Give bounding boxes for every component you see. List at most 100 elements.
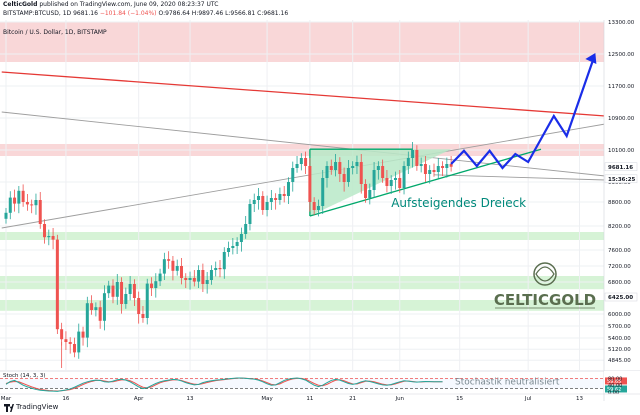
price-tick-label: 10100.00: [608, 148, 635, 154]
candle-body: [304, 158, 308, 166]
time-tick-label: 16: [62, 396, 69, 401]
candle-body: [244, 224, 248, 234]
stoch-tick-label: 0.00: [608, 390, 619, 396]
time-axis: Mar 16 Apr 13 May 11 21 Jun 15 Jul 13: [0, 393, 640, 401]
footer: TradingView: [0, 401, 640, 415]
candle-body: [64, 339, 68, 342]
candle-body: [342, 174, 346, 182]
candle-body: [291, 168, 295, 182]
candle-body: [227, 248, 231, 252]
candle-body: [34, 200, 38, 206]
candle-body: [235, 242, 239, 246]
candle-body: [162, 259, 166, 274]
price-tick-label: 8200.00: [608, 224, 631, 230]
candle-body: [111, 285, 115, 297]
price-tag-box: [604, 162, 638, 172]
candle-body: [98, 307, 102, 321]
price-tick-label: 7200.00: [608, 264, 631, 270]
candle-body: [393, 178, 397, 180]
candle-body: [90, 303, 94, 310]
candle-body: [282, 194, 286, 196]
price-tag-label: 9681.16: [608, 165, 633, 171]
logo-knot-ring: [533, 262, 557, 286]
candle-body: [449, 164, 453, 167]
candle-body: [351, 166, 355, 168]
stoch-k-tag: [605, 377, 627, 385]
candle-body: [184, 278, 188, 280]
ohlc-values: O:9786.64 H:9897.46 L:9566.81 C:9681.16: [158, 10, 289, 17]
candle-body: [17, 190, 21, 204]
candle-body: [209, 270, 213, 280]
candle-body: [381, 166, 385, 178]
projection-arrowhead: [585, 53, 597, 64]
candle-body: [68, 342, 72, 344]
candle-body: [338, 162, 342, 174]
candle-body: [423, 164, 427, 174]
price-tick-label: 13300.00: [608, 20, 635, 26]
candle-body: [77, 331, 81, 353]
candle-body: [436, 166, 440, 172]
logo-wordmark: CELTICGOLD: [494, 291, 596, 309]
candle-body: [201, 270, 205, 284]
tradingview-brand[interactable]: TradingView: [16, 403, 59, 411]
celticgold-logo: CELTICGOLD: [494, 262, 596, 309]
candle-body: [261, 196, 265, 210]
price-tick-label: 7600.00: [608, 248, 631, 254]
price-tag-box: [604, 174, 638, 184]
candle-body: [372, 170, 376, 190]
tradingview-logo-icon: [4, 404, 14, 412]
candle-body: [364, 184, 368, 198]
candle-body: [81, 331, 85, 338]
candle-body: [167, 259, 171, 261]
price-tick-label: 5120.00: [608, 347, 631, 353]
candle-body: [269, 198, 273, 202]
candle-body: [25, 202, 29, 205]
candle-body: [179, 266, 183, 278]
candle-body: [286, 182, 290, 196]
candle-body: [21, 190, 25, 202]
candle-body: [385, 178, 389, 186]
zone-band: [0, 300, 604, 311]
symbol[interactable]: BITSTAMP:BTCUSD, 1D: [3, 10, 72, 17]
publish-line: CelticGold published on TradingView.com,…: [3, 1, 218, 8]
candle-body: [137, 298, 141, 314]
candle-body: [171, 260, 175, 271]
candle-body: [8, 197, 12, 213]
candle-body: [222, 252, 226, 270]
candle-body: [43, 224, 47, 238]
candle-body: [325, 166, 329, 178]
price-tick-label: 4845.00: [608, 358, 631, 364]
candle-body: [197, 270, 201, 282]
last-price: 9681.16: [73, 10, 98, 17]
candle-body: [248, 204, 252, 224]
candle-body: [278, 194, 282, 200]
time-tick-label: Jun: [394, 396, 404, 401]
price-chart[interactable]: Bitcoin / U.S. Dollar, 1D, BITSTAMP Aufs…: [0, 20, 640, 401]
time-tick-label: May: [261, 396, 273, 401]
publisher-name[interactable]: CelticGold: [3, 1, 38, 8]
candle-body: [402, 166, 406, 188]
stoch-d-tag: [605, 385, 627, 393]
candle-body: [154, 281, 158, 288]
time-tick-label: Mar: [1, 396, 12, 401]
candle-body: [445, 164, 449, 168]
candle-body: [192, 278, 196, 282]
price-tick-label: 10900.00: [608, 116, 635, 122]
zone-band: [0, 276, 604, 290]
candle-body: [428, 170, 432, 174]
zone-band: [0, 22, 604, 62]
triangle-support: [309, 148, 542, 217]
candle-body: [102, 293, 106, 321]
candle-body: [141, 314, 145, 318]
stoch-k-line: [5, 377, 443, 392]
price-axis: 13300.00 12500.00 11700.00 10900.00 10100.00…: [603, 20, 640, 401]
candle-body: [115, 282, 119, 297]
candle-body: [419, 164, 423, 166]
candle-body: [145, 283, 149, 318]
candle-body: [85, 303, 89, 338]
candle-body: [55, 239, 59, 330]
price-tag-box: [604, 292, 638, 302]
resistance-trendline: [1, 71, 606, 117]
price-tick-label: 6000.00: [608, 312, 631, 318]
candle-body: [415, 150, 419, 166]
